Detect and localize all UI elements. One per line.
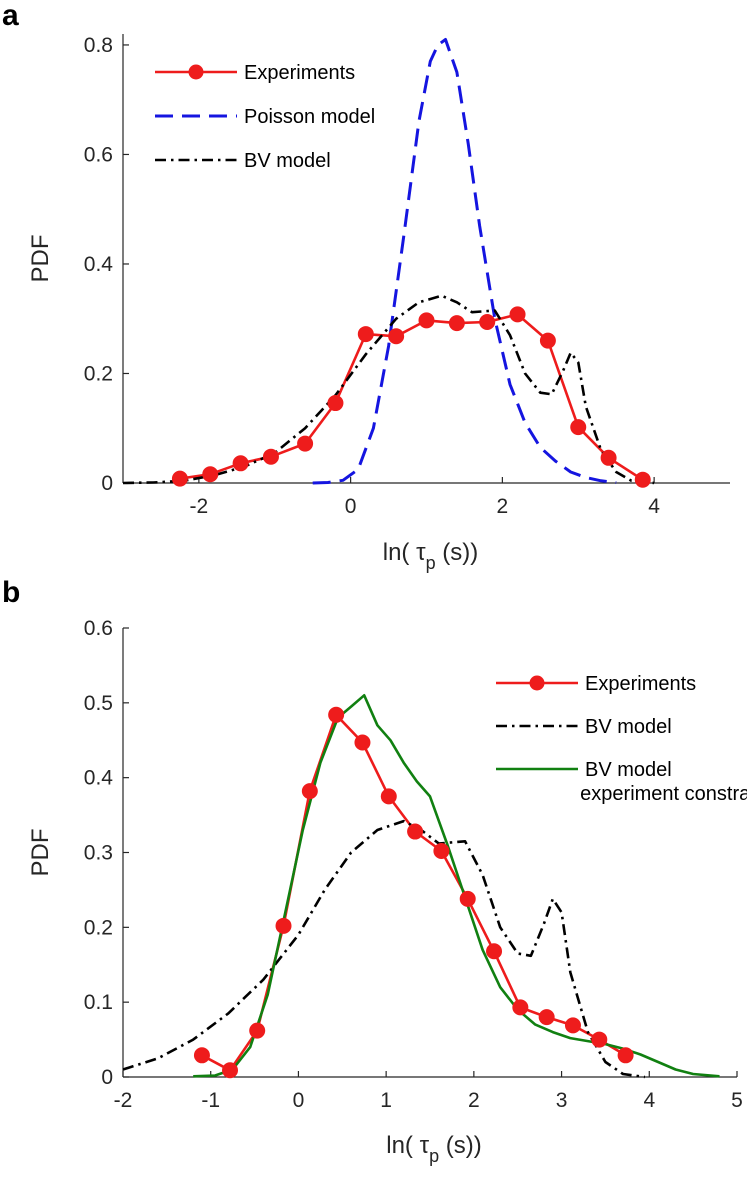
panel-a-x-axis-label: ln( τp (s)) <box>383 539 479 573</box>
panel-a-series-experiments-line <box>179 313 644 481</box>
panel-a-series-experiments-point <box>634 471 651 488</box>
panel-b-y-axis-label: PDF <box>27 829 54 877</box>
panel-b-series-experiments-point <box>222 1062 239 1079</box>
panel-a-series-experiments-point <box>570 419 587 436</box>
panel-a-x-axis-label-main: ln( τ <box>383 539 426 566</box>
panel-b-y-tick-label: 0 <box>101 1066 113 1089</box>
panel-b-series-experiments-point <box>275 917 292 934</box>
panel-b: b 0 0.1 0.2 0.3 0.4 0.5 0.6 -2 -1 0 1 2 3 4 5 ln( τp (s… <box>2 576 747 1166</box>
panel-a-x-axis-label-suffix: (s)) <box>436 539 479 566</box>
panel-b-x-axis-label: ln( τp (s)) <box>386 1132 482 1166</box>
panel-a-series-experiments-point <box>297 435 314 452</box>
panel-b-y-tick-label: 0.5 <box>84 692 113 715</box>
panel-a-y-axis-label: PDF <box>27 235 54 283</box>
panel-b-letter: b <box>2 576 20 609</box>
panel-a-letter: a <box>2 0 19 32</box>
panel-b-y-tick-label: 0.3 <box>84 842 113 865</box>
panel-b-series-experiments-point <box>407 823 424 840</box>
panel-b-series-layer <box>123 693 720 1079</box>
panel-b-series-experiments-point <box>328 706 345 723</box>
panel-b-series-experiments-point <box>193 1047 210 1064</box>
panel-a-x-axis-label-sub: p <box>426 553 436 573</box>
panel-a-series-experiments-point <box>327 395 344 412</box>
panel-b-y-tick-label: 0.6 <box>84 617 113 640</box>
panel-b-x-axis-label-main: ln( τ <box>386 1132 429 1159</box>
panel-b-series-experiments-point <box>591 1031 608 1048</box>
panel-b-plot: 0 0.1 0.2 0.3 0.4 0.5 0.6 -2 -1 0 1 2 3 4 5 ln( τp (s))… <box>27 617 747 1166</box>
panel-b-series-experiments-point <box>459 890 476 907</box>
panel-a: a 0 0.2 0.4 0.6 0.8 -2 0 2 4 ln( τp (s)) PDF Experi… <box>2 0 730 573</box>
panel-b-x-tick-label: 3 <box>556 1089 568 1112</box>
panel-a-series-experiments-point <box>171 470 188 487</box>
panel-a-y-tick-label: 0.4 <box>84 253 114 276</box>
panel-a-series-experiments-point <box>509 306 526 323</box>
panel-b-x-tick-label: -2 <box>114 1089 133 1112</box>
panel-a-legend-experiments-marker <box>188 64 204 80</box>
panel-a-x-tick-label: 4 <box>648 495 660 518</box>
panel-b-x-axis-label-suffix: (s)) <box>439 1132 482 1159</box>
panel-b-series-experiments-point <box>380 788 397 805</box>
panel-b-y-tick-label: 0.4 <box>84 767 114 790</box>
panel-a-series-experiments-point <box>600 449 617 466</box>
panel-a-x-tick-label: -2 <box>190 495 209 518</box>
panel-b-x-tick-label: 2 <box>468 1089 480 1112</box>
panel-b-legend-bv-model-2-label: BV model <box>585 759 672 781</box>
panel-b-series-experiments-point <box>512 999 529 1016</box>
panel-b-x-tick-label: -1 <box>201 1089 220 1112</box>
panel-b-series-experiments-point <box>538 1009 555 1026</box>
panel-a-series-experiments-point <box>262 448 279 465</box>
panel-b-legend-experiments-label: Experiments <box>585 673 696 695</box>
panel-a-legend-poisson-model-1-label: Poisson model <box>244 106 375 128</box>
panel-a-y-tick-label: 0.8 <box>84 34 113 57</box>
panel-a-plot: 0 0.2 0.4 0.6 0.8 -2 0 2 4 ln( τp (s)) PDF Experime… <box>27 34 730 573</box>
panel-a-x-tick-label: 2 <box>497 495 509 518</box>
panel-a-series-experiments-point <box>357 326 374 343</box>
panel-b-x-tick-label: 5 <box>731 1089 743 1112</box>
panel-a-y-tick-label: 0.2 <box>84 362 113 385</box>
panel-b-series-experiments-point <box>249 1022 266 1039</box>
panel-a-series-bv-model-2-line <box>123 294 655 485</box>
panel-b-legend-bv-model-1-label: BV model <box>585 716 672 738</box>
panel-a-series-poisson-model-1-line <box>312 38 617 485</box>
panel-a-series-experiments-point <box>388 328 405 345</box>
panel-b-series-experiments-point <box>564 1017 581 1034</box>
panel-b-series-bv-model-2-line <box>193 693 720 1078</box>
panel-a-series-experiments-point <box>418 312 435 329</box>
panel-a-y-tick-label: 0 <box>101 472 113 495</box>
panel-b-legend-experiments-marker <box>529 675 545 691</box>
panel-a-x-tick-label: 0 <box>345 495 357 518</box>
panel-a-series-experiments-point <box>448 315 465 332</box>
panel-a-legend-bv-model-2-label: BV model <box>244 150 331 172</box>
panel-b-series-experiments-point <box>617 1047 634 1064</box>
panel-a-series-experiments-point <box>232 455 249 472</box>
panel-a-legend-experiments-label: Experiments <box>244 62 355 84</box>
panel-a-series-experiments-point <box>202 466 219 483</box>
panel-b-series-experiments-point <box>301 783 318 800</box>
panel-a-series-experiments-point <box>539 332 556 349</box>
panel-b-x-tick-label: 0 <box>293 1089 305 1112</box>
panel-b-series-experiments-point <box>354 734 371 751</box>
panel-b-series-experiments-point <box>486 943 503 960</box>
panel-a-series-experiments-point <box>479 314 496 331</box>
panel-b-x-tick-label: 1 <box>380 1089 392 1112</box>
panel-b-series-experiments-point <box>433 843 450 860</box>
panel-b-y-tick-label: 0.1 <box>84 991 113 1014</box>
panel-b-series-bv-model-1-line <box>123 819 646 1079</box>
panel-b-x-tick-label: 4 <box>643 1089 655 1112</box>
panel-a-series-layer <box>123 38 655 485</box>
panel-b-legend-bv-model-2-label-line2: experiment constrains <box>580 783 747 805</box>
panel-a-y-tick-label: 0.6 <box>84 143 113 166</box>
panel-b-x-axis-label-sub: p <box>429 1146 439 1166</box>
panel-b-y-tick-label: 0.2 <box>84 916 113 939</box>
